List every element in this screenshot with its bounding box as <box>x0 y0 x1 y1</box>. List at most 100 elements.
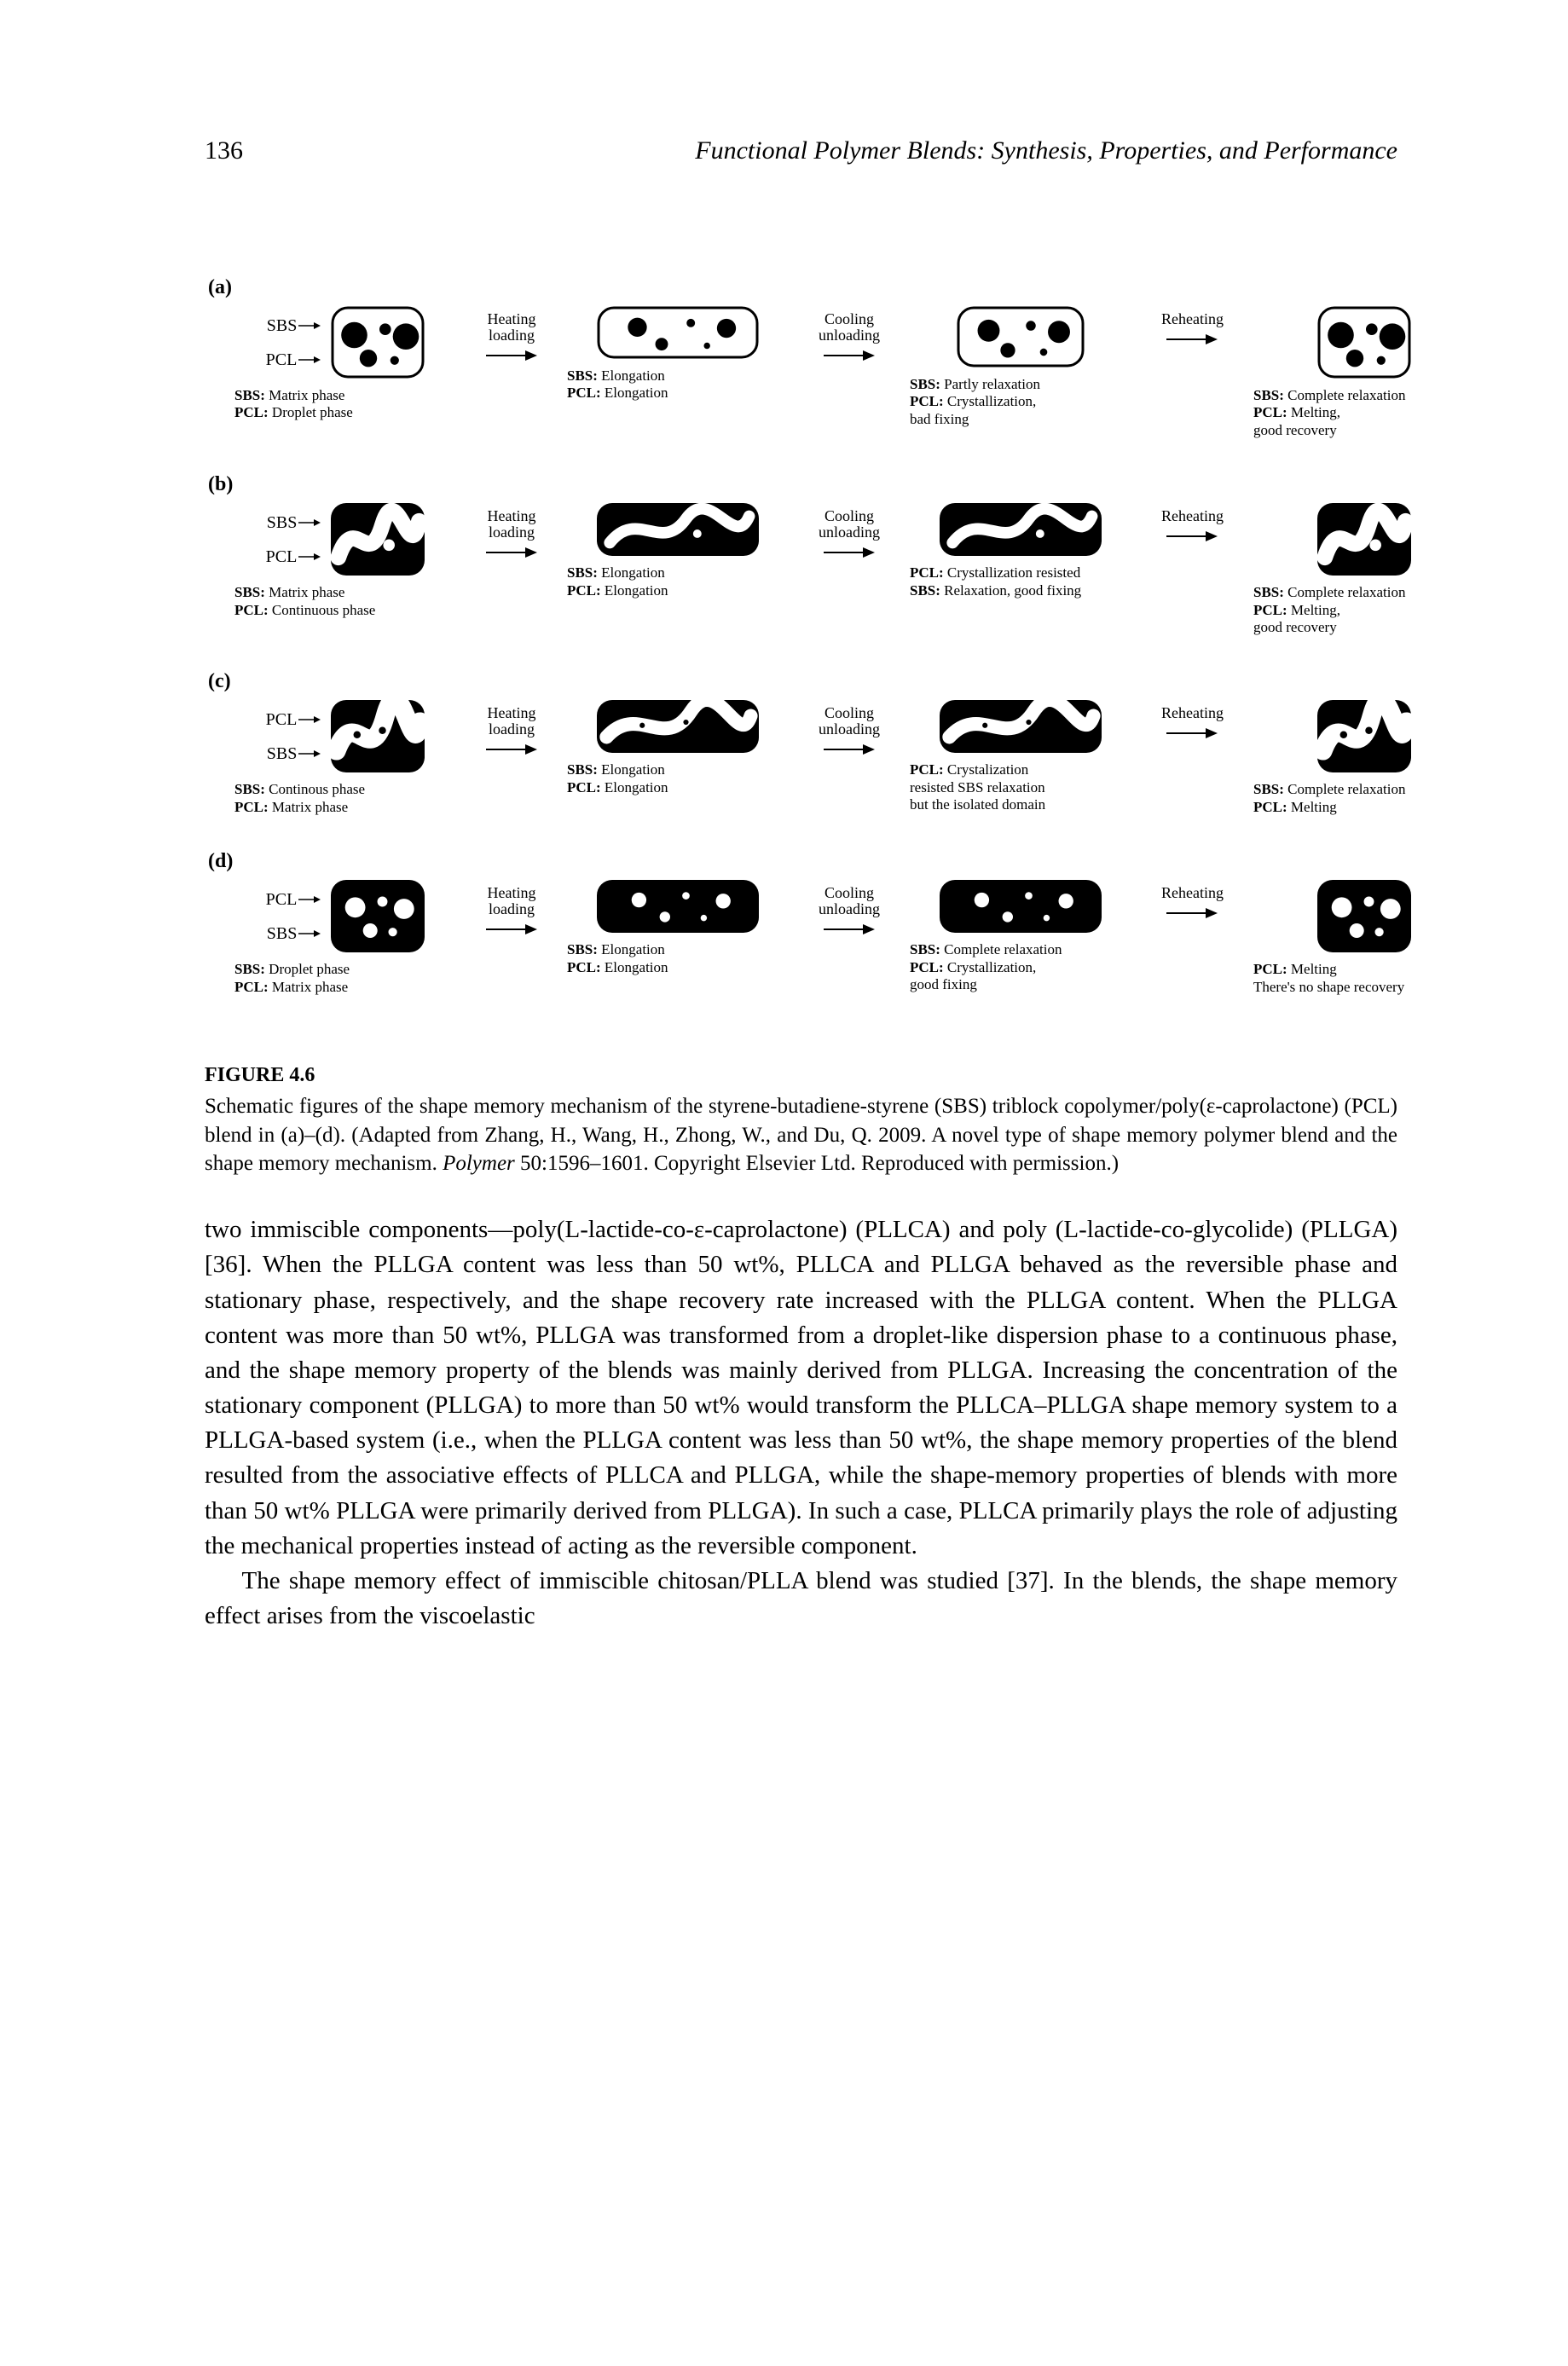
figure-stage-caption: SBS: ElongationPCL: Elongation <box>567 941 789 976</box>
body-text: two immiscible components—poly(L-lactide… <box>205 1212 1397 1634</box>
figure-stage-caption: SBS: Complete relaxationPCL: Melting,goo… <box>1253 387 1475 439</box>
figure-side-label: PCL <box>266 351 298 368</box>
figure-stage-caption: PCL: Crystallization resistedSBS: Relaxa… <box>910 564 1131 599</box>
figure-stage-row-a: SBS PCL SBS: Matrix phasePCL: Droplet ph… <box>205 306 1397 439</box>
figure-stage-caption-line: bad fixing <box>910 411 1131 428</box>
figure-row-label-b: (b) <box>208 473 1397 496</box>
figure-stage-caption-line: SBS: Complete relaxation <box>1253 781 1475 798</box>
figure-side-label: SBS <box>267 514 298 531</box>
figure-arrow-label: Heatingloading <box>488 885 536 917</box>
figure-side-label: PCL <box>266 711 298 728</box>
figure-stage-caption-line: SBS: Elongation <box>567 761 789 778</box>
figure-stage-row-c: PCL SBS SBS: Continous phasePCL: Matrix … <box>205 700 1397 816</box>
figure-arrow-label: Reheating <box>1161 311 1224 327</box>
figure-stage-caption-line: PCL: Crystalization <box>910 761 1131 778</box>
figure-row-a: (a) SBS PCL SBS: Matrix phasePCL: Droplet… <box>205 276 1397 439</box>
figure-arrow-label: Heatingloading <box>488 705 536 738</box>
figure-stage-row-b: SBS PCL SBS: Matrix phasePCL: Continuous… <box>205 503 1397 636</box>
figure-stage: SBS: Complete relaxationPCL: Crystalliza… <box>880 880 1161 993</box>
figure-stage-caption-line: SBS: Relaxation, good fixing <box>910 582 1131 599</box>
figure-arrow: Coolingunloading <box>819 880 880 938</box>
figure-arrow: Reheating <box>1161 306 1224 348</box>
figure-stage-caption-line: PCL: Crystallization, <box>910 959 1131 976</box>
figure-stage-image <box>1317 306 1411 379</box>
figure-stage-image <box>957 306 1085 367</box>
figure-arrow-label: Coolingunloading <box>819 311 880 344</box>
figure-stage-caption-line: PCL: Elongation <box>567 959 789 976</box>
figure-stage-caption-line: but the isolated domain <box>910 796 1131 813</box>
figure-stage: PCL: Crystalizationresisted SBS relaxati… <box>880 700 1161 813</box>
figure-stage-caption: SBS: Droplet phasePCL: Matrix phase <box>234 961 456 996</box>
figure-stage-caption-line: SBS: Partly relaxation <box>910 376 1131 393</box>
figure-side-labels: SBS PCL <box>266 309 325 377</box>
figure-arrow-label: Reheating <box>1161 508 1224 524</box>
figure-caption-body: Schematic figures of the shape memory me… <box>205 1092 1397 1178</box>
figure-stage-caption: SBS: Complete relaxationPCL: Melting,goo… <box>1253 584 1475 636</box>
figure-row-b: (b) SBS PCL SBS: Matrix phasePCL: Continu… <box>205 473 1397 636</box>
figure-stage-caption: SBS: Matrix phasePCL: Continuous phase <box>234 584 456 619</box>
figure-stage-caption-line: There's no shape recovery <box>1253 979 1475 996</box>
figure-stage-image <box>940 880 1102 933</box>
figure-stage-caption: PCL: Crystalizationresisted SBS relaxati… <box>910 761 1131 813</box>
figure-stage-caption-line: SBS: Matrix phase <box>234 584 456 601</box>
figure-row-d: (d) PCL SBS SBS: Droplet phasePCL: Matrix… <box>205 850 1397 996</box>
figure-stage-image <box>1317 503 1411 576</box>
figure-stage-caption-line: SBS: Matrix phase <box>234 387 456 404</box>
figure-stage-image <box>597 880 759 933</box>
figure-arrow-label: Coolingunloading <box>819 705 880 738</box>
figure-stage-caption-line: SBS: Elongation <box>567 941 789 958</box>
figure-side-labels: SBS PCL <box>266 506 325 574</box>
figure-stage-caption-line: PCL: Elongation <box>567 582 789 599</box>
figure-stage-caption: SBS: Continous phasePCL: Matrix phase <box>234 781 456 816</box>
figure-arrow: Reheating <box>1161 880 1224 922</box>
figure-caption-text-2: 50:1596–1601. Copyright Elsevier Ltd. Re… <box>515 1152 1119 1175</box>
figure-arrow-label: Reheating <box>1161 885 1224 901</box>
figure-stage-caption-line: SBS: Elongation <box>567 367 789 385</box>
page-number: 136 <box>205 136 243 165</box>
figure-stage-image <box>597 503 759 556</box>
figure-stage-caption-line: PCL: Crystallization resisted <box>910 564 1131 581</box>
figure-stage-image: SBS PCL <box>266 503 425 576</box>
figure-arrow: Coolingunloading <box>819 306 880 364</box>
figure-stage-caption: SBS: Complete relaxationPCL: Crystalliza… <box>910 941 1131 993</box>
figure-side-label: PCL <box>266 548 298 565</box>
figure-stage-image: PCL SBS <box>266 700 425 772</box>
figure-arrow-label: Reheating <box>1161 705 1224 721</box>
figure-stage: PCL: MeltingThere's no shape recovery <box>1224 880 1505 996</box>
figure-row-label-c: (c) <box>208 670 1397 693</box>
figure-arrow: Reheating <box>1161 503 1224 545</box>
figure-stage-caption-line: PCL: Matrix phase <box>234 979 456 996</box>
figure-stage-caption-line: good recovery <box>1253 619 1475 636</box>
figure-stage-caption-line: good fixing <box>910 976 1131 993</box>
page-header: 136 Functional Polymer Blends: Synthesis… <box>205 136 1397 165</box>
figure-stage: PCL SBS SBS: Continous phasePCL: Matrix … <box>205 700 486 816</box>
figure-stage-caption-line: SBS: Complete relaxation <box>910 941 1131 958</box>
figure-stage-image <box>597 700 759 753</box>
figure-arrow: Coolingunloading <box>819 700 880 758</box>
figure-arrow: Heatingloading <box>486 503 537 561</box>
figure-stage: SBS: ElongationPCL: Elongation <box>537 700 819 796</box>
body-paragraph-2: The shape memory effect of immiscible ch… <box>205 1564 1397 1634</box>
figure-stage-caption-line: resisted SBS relaxation <box>910 779 1131 796</box>
figure-stage-caption-line: PCL: Melting <box>1253 961 1475 978</box>
figure-row-label-d: (d) <box>208 850 1397 873</box>
figure-arrow: Coolingunloading <box>819 503 880 561</box>
figure-arrow: Reheating <box>1161 700 1224 742</box>
figure-side-label: PCL <box>266 891 298 908</box>
figure-row-label-a: (a) <box>208 276 1397 299</box>
figure-stage-caption-line: SBS: Continous phase <box>234 781 456 798</box>
figure-stage: SBS: Complete relaxationPCL: Melting <box>1224 700 1505 816</box>
figure-stage-caption: SBS: Matrix phasePCL: Droplet phase <box>234 387 456 422</box>
figure-stage-image <box>1317 880 1411 952</box>
figure-stage-caption-line: PCL: Continuous phase <box>234 602 456 619</box>
figure-stage: SBS PCL SBS: Matrix phasePCL: Continuous… <box>205 503 486 619</box>
figure-stage-caption-line: good recovery <box>1253 422 1475 439</box>
figure-stage: PCL SBS SBS: Droplet phasePCL: Matrix ph… <box>205 880 486 996</box>
figure-arrow-label: Heatingloading <box>488 311 536 344</box>
figure-stage: SBS: ElongationPCL: Elongation <box>537 503 819 599</box>
figure-stage-caption-line: PCL: Elongation <box>567 779 789 796</box>
figure-stage-caption-line: PCL: Crystallization, <box>910 393 1131 410</box>
figure-arrow-label: Coolingunloading <box>819 508 880 541</box>
figure-stage: SBS: ElongationPCL: Elongation <box>537 880 819 976</box>
figure-stage-caption: PCL: MeltingThere's no shape recovery <box>1253 961 1475 996</box>
